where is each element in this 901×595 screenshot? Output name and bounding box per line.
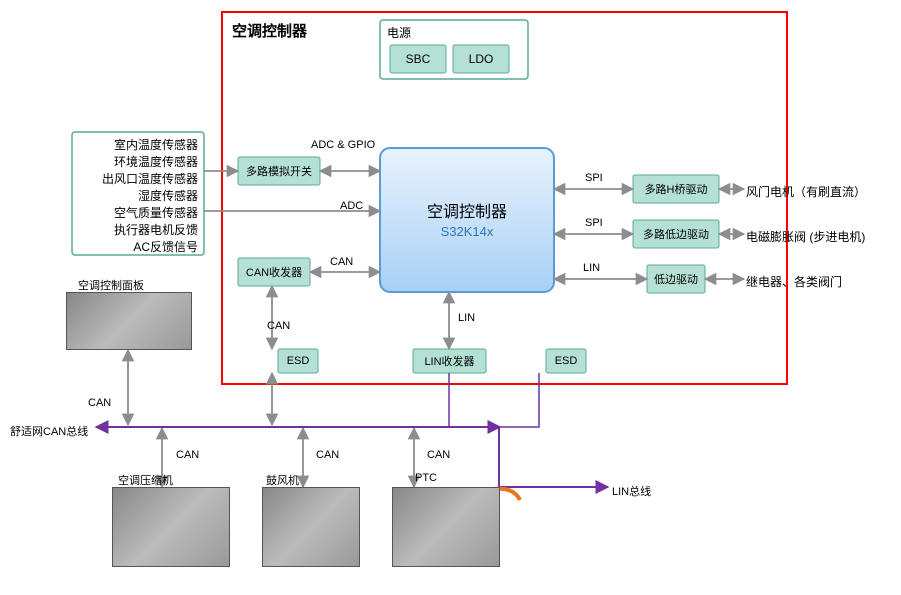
motor-output: 风门电机（有刷直流） <box>746 183 866 200</box>
esd1-block: ESD <box>278 349 318 373</box>
can_comp-label: CAN <box>176 449 199 461</box>
lin1-label: LIN <box>458 312 475 324</box>
spi1-label: SPI <box>585 172 603 184</box>
adcgpio-label: ADC & GPIO <box>311 139 375 151</box>
low-block: 低边驱动 <box>647 265 705 293</box>
can_panel-label: CAN <box>88 397 111 409</box>
bus-label: 舒适网CAN总线 <box>10 423 88 439</box>
power-label: 电源 <box>387 24 411 41</box>
comp-photo <box>112 487 230 567</box>
esd2-block: ESD <box>546 349 586 373</box>
ptc-photo <box>392 487 500 567</box>
mux-block: 多路模拟开关 <box>238 157 320 185</box>
spi2-label: SPI <box>585 217 603 229</box>
lin2-label: LIN <box>583 262 600 274</box>
frame-title: 空调控制器 <box>232 20 307 41</box>
can_ptc-label: CAN <box>427 449 450 461</box>
hbridge-block: 多路H桥驱动 <box>633 175 719 203</box>
sensor-item: AC反馈信号 <box>72 238 198 255</box>
can2-label: CAN <box>267 320 290 332</box>
panel-photo <box>66 292 192 350</box>
blow-photo <box>262 487 360 567</box>
valve-output: 电磁膨胀阀 (步进电机) <box>746 228 865 245</box>
blow-label: 鼓风机 <box>266 472 299 488</box>
sensor-item: 空气质量传感器 <box>72 204 198 221</box>
comp-label: 空调压缩机 <box>118 472 173 488</box>
lin-block: LIN收发器 <box>413 349 486 373</box>
ldo-block: LDO <box>453 45 509 73</box>
lin_bus-label: LIN总线 <box>612 483 651 499</box>
sensor-item: 出风口温度传感器 <box>72 170 198 187</box>
ptc-label: PTC <box>415 472 437 484</box>
can1-label: CAN <box>330 256 353 268</box>
sensor-item: 环境温度传感器 <box>72 153 198 170</box>
can_blow-label: CAN <box>316 449 339 461</box>
adc-label: ADC <box>340 200 363 212</box>
panel_title-label: 空调控制面板 <box>78 277 144 293</box>
relay-output: 继电器、各类阀门 <box>746 273 842 290</box>
mcu-sub: S32K14x <box>380 224 554 239</box>
sensor-item: 室内温度传感器 <box>72 136 198 153</box>
can-block: CAN收发器 <box>238 258 310 286</box>
mcu-title: 空调控制器 <box>380 198 554 222</box>
lowmulti-block: 多路低边驱动 <box>633 220 719 248</box>
sensor-item: 执行器电机反馈 <box>72 221 198 238</box>
sbc-block: SBC <box>390 45 446 73</box>
sensor-item: 湿度传感器 <box>72 187 198 204</box>
